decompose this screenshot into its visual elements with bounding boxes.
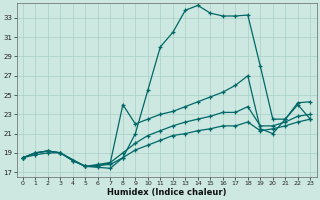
X-axis label: Humidex (Indice chaleur): Humidex (Indice chaleur): [107, 188, 226, 197]
